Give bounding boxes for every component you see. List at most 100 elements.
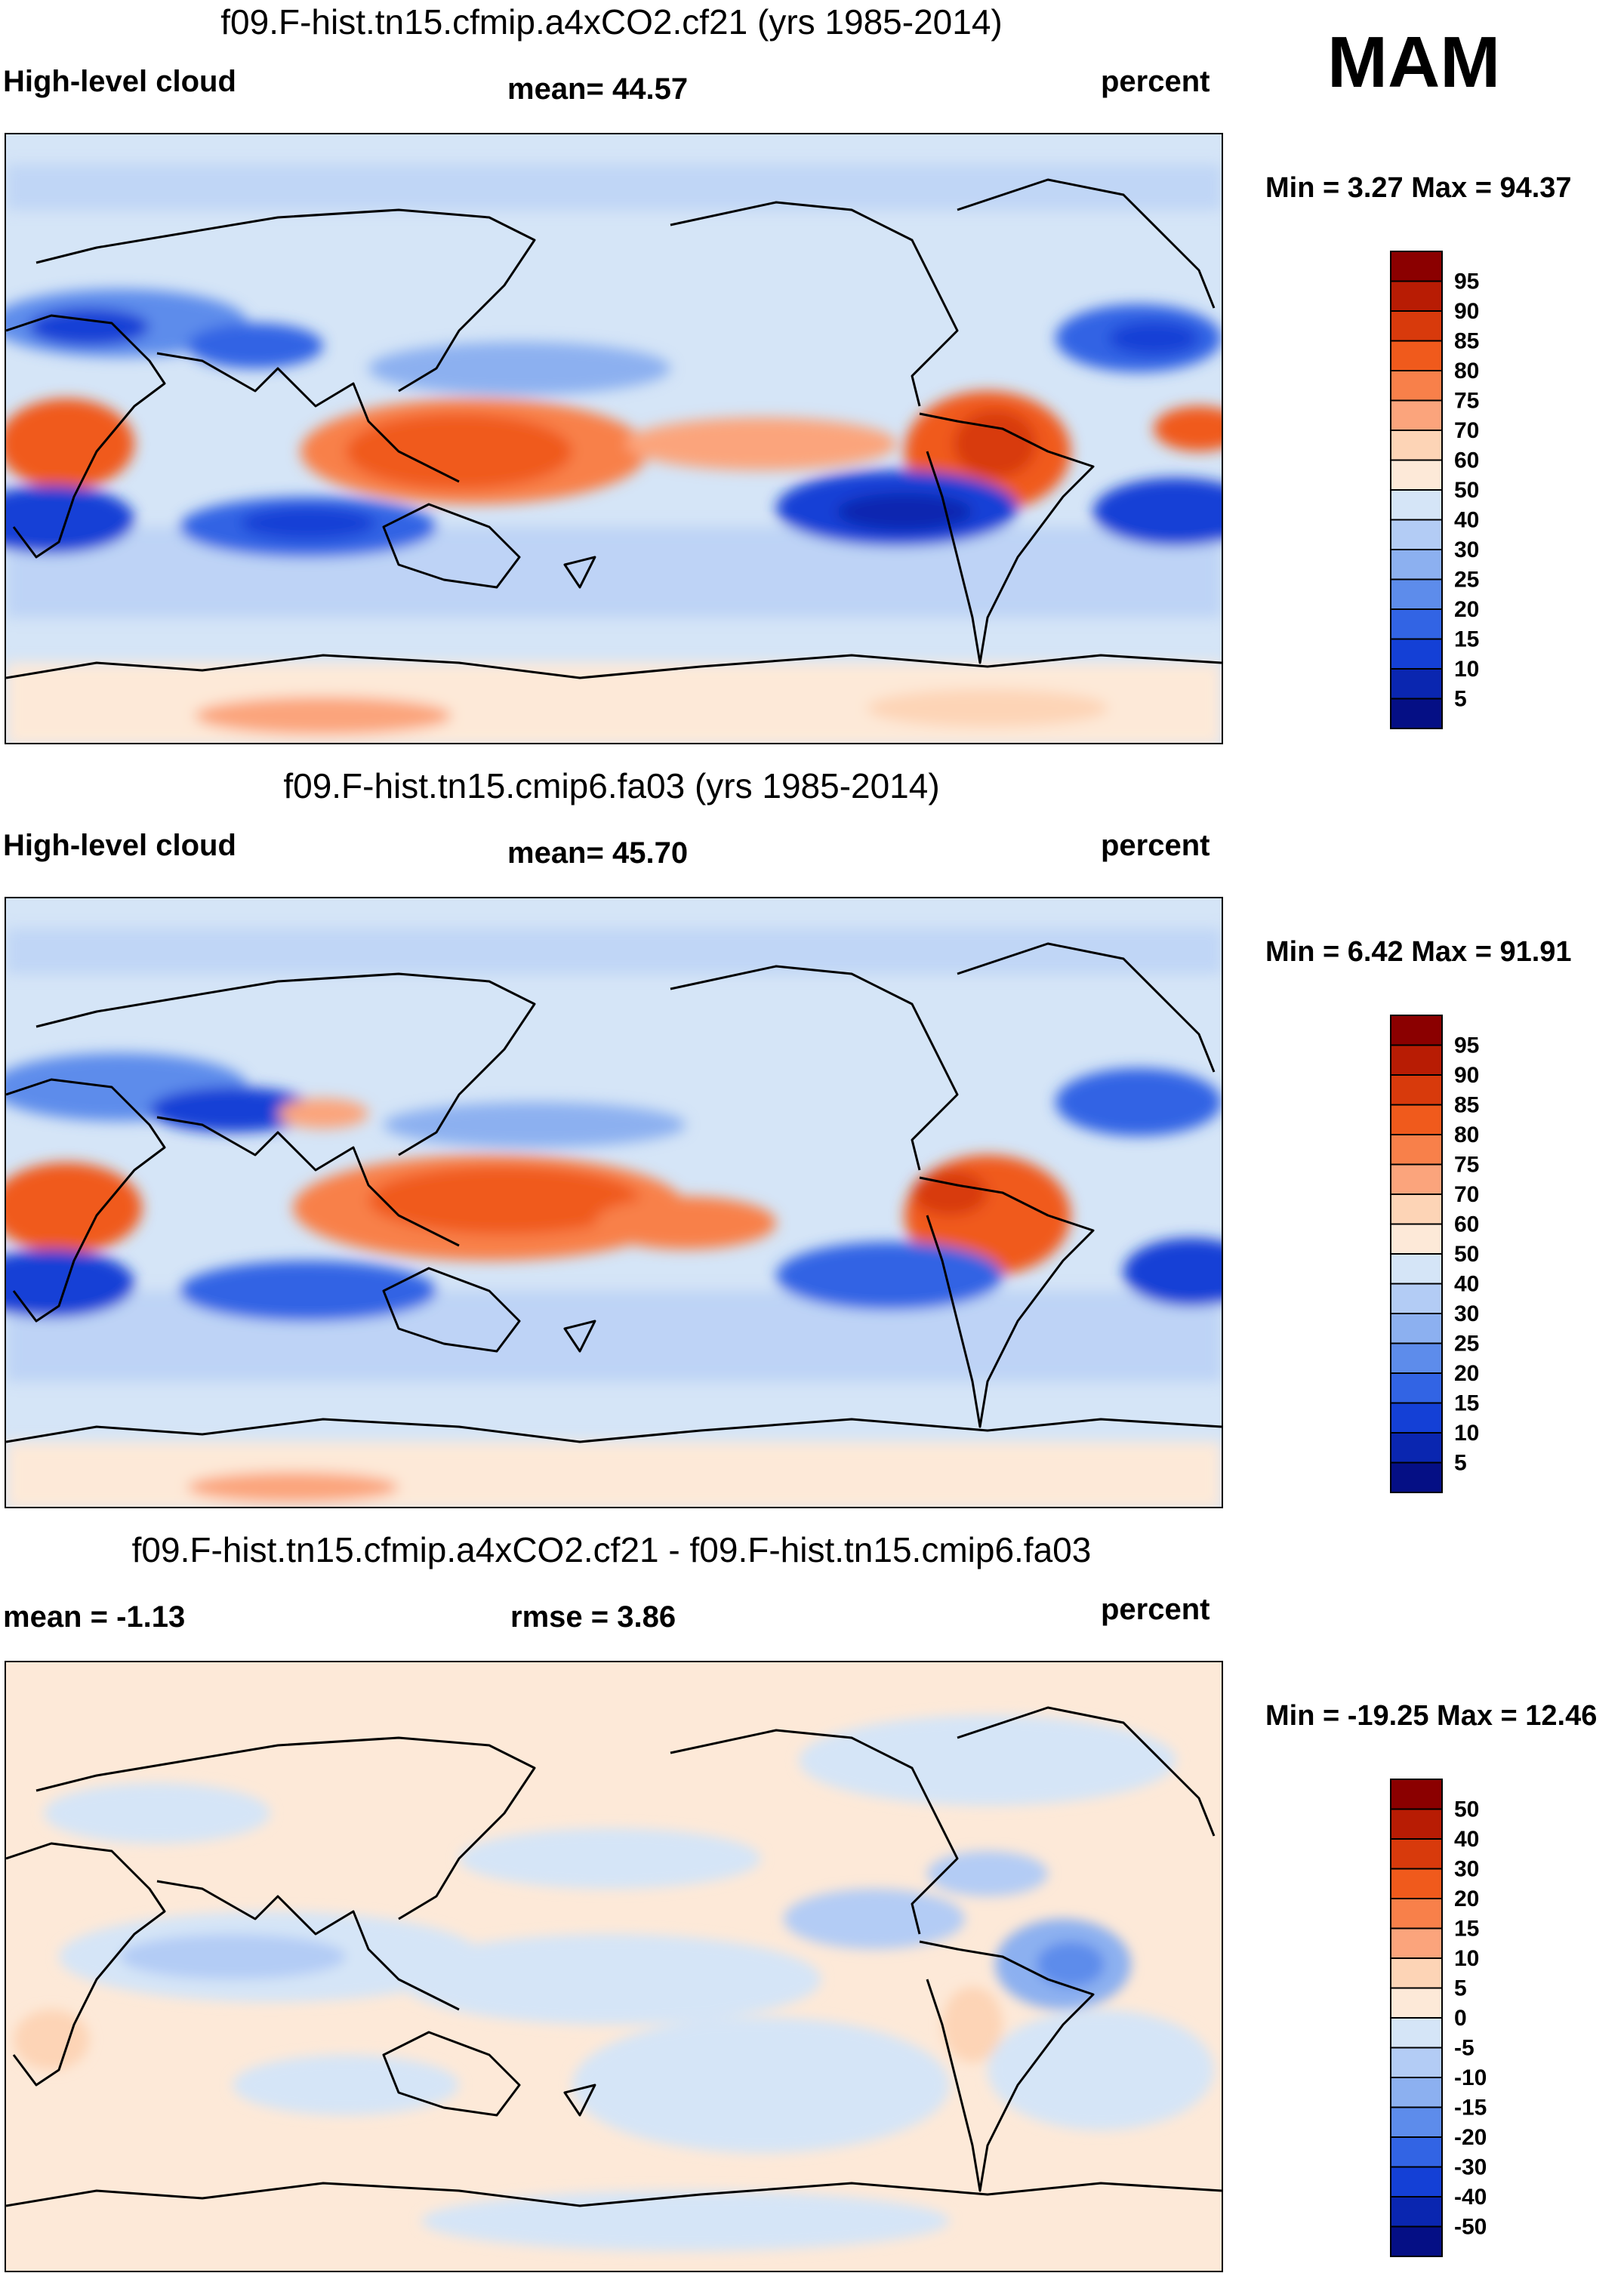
colorbar-tick-label: -10 <box>1454 2065 1487 2090</box>
colorbar-tick-label: 5 <box>1454 687 1467 712</box>
colorbar-box <box>1390 1898 1443 1930</box>
colorbar-tick-label: 10 <box>1454 1421 1479 1446</box>
colorbar-tick-label: 50 <box>1454 1242 1479 1267</box>
panel3-colorbar: 50 40 30 20 15 10 5 0 -5 -10 -15 -20 -30 -40 -50 <box>1389 1776 1525 2259</box>
colorbar-box <box>1390 1015 1443 1046</box>
colorbar-tick-label: 30 <box>1454 537 1479 562</box>
colorbar-tick-label: 50 <box>1454 1797 1479 1822</box>
colorbar-tick-label: 50 <box>1454 478 1479 503</box>
colorbar-box <box>1390 399 1443 431</box>
colorbar-box <box>1390 1313 1443 1344</box>
colorbar-box <box>1390 2017 1443 2049</box>
colorbar-tick-label: 25 <box>1454 1332 1479 1357</box>
colorbar-tick-label: 95 <box>1454 1033 1479 1058</box>
colorbar-tick-label: -20 <box>1454 2125 1487 2150</box>
colorbar-box <box>1390 2106 1443 2138</box>
colorbar-tick-label: 40 <box>1454 508 1479 533</box>
colorbar-box <box>1390 310 1443 342</box>
colorbar-box <box>1390 1432 1443 1464</box>
panel1-minmax: Min = 3.27 Max = 94.37 <box>1265 172 1572 204</box>
panel1-map <box>5 133 1223 744</box>
panel1-units-label: percent <box>1101 65 1210 98</box>
colorbar-box <box>1390 370 1443 402</box>
colorbar-box <box>1390 1987 1443 2019</box>
colorbar-box <box>1390 459 1443 491</box>
colorbar-box <box>1390 1074 1443 1106</box>
panel3-title: f09.F-hist.tn15.cfmip.a4xCO2.cf21 - f09.… <box>131 1530 1092 1569</box>
colorbar-tick-label: 60 <box>1454 1212 1479 1237</box>
colorbar-tick-label: 20 <box>1454 1886 1479 1911</box>
colorbar-tick-label: 60 <box>1454 448 1479 473</box>
panel2-colorbar: 95 90 85 80 75 70 60 50 40 30 25 20 15 10 5 <box>1389 1012 1525 1495</box>
panel3-map <box>5 1661 1223 2272</box>
colorbar-box <box>1390 549 1443 581</box>
colorbar-box <box>1390 519 1443 550</box>
colorbar-tick-label: 10 <box>1454 657 1479 682</box>
colorbar-box <box>1390 2225 1443 2257</box>
colorbar-box <box>1390 698 1443 729</box>
colorbar-tick-label: 75 <box>1454 1153 1479 1178</box>
colorbar-tick-label: 0 <box>1454 2006 1467 2031</box>
colorbar-box <box>1390 1253 1443 1285</box>
colorbar-box <box>1390 2047 1443 2078</box>
colorbar-tick-label: 85 <box>1454 329 1479 354</box>
colorbar-box <box>1390 2196 1443 2228</box>
colorbar-tick-label: 80 <box>1454 359 1479 383</box>
colorbar-tick-label: -40 <box>1454 2185 1487 2210</box>
panel1-coastlines <box>6 178 1222 679</box>
colorbar-tick-label: 75 <box>1454 389 1479 414</box>
season-label: MAM <box>1327 22 1501 103</box>
colorbar-box <box>1390 2136 1443 2168</box>
colorbar-box <box>1390 1957 1443 1989</box>
panel2-mean-label: mean= 45.70 <box>507 836 689 870</box>
colorbar-box <box>1390 668 1443 700</box>
colorbar-box <box>1390 1372 1443 1404</box>
colorbar-tick-label: -15 <box>1454 2096 1487 2121</box>
panel2-map-svg <box>6 898 1222 1507</box>
colorbar-tick-label: 80 <box>1454 1123 1479 1147</box>
colorbar-box <box>1390 1193 1443 1225</box>
colorbar-tick-label: 70 <box>1454 418 1479 443</box>
colorbar-tick-label: 90 <box>1454 299 1479 324</box>
colorbar-box <box>1390 280 1443 312</box>
colorbar-tick-label: 40 <box>1454 1272 1479 1297</box>
panel3-minmax: Min = -19.25 Max = 12.46 <box>1265 1700 1598 1732</box>
colorbar-box <box>1390 608 1443 640</box>
panel3-rmse-label: rmse = 3.86 <box>510 1600 676 1634</box>
colorbar-tick-label: 30 <box>1454 1857 1479 1882</box>
colorbar-tick-label: 30 <box>1454 1301 1479 1326</box>
colorbar-tick-label: 20 <box>1454 1361 1479 1386</box>
colorbar-tick-label: 5 <box>1454 1976 1467 2001</box>
colorbar-tick-label: 40 <box>1454 1827 1479 1852</box>
panel2-variable-label: High-level cloud <box>3 829 236 862</box>
colorbar-box <box>1390 2077 1443 2108</box>
colorbar-box <box>1390 1044 1443 1076</box>
colorbar-box <box>1390 1402 1443 1434</box>
colorbar-tick-label: 20 <box>1454 597 1479 622</box>
colorbar-box <box>1390 1868 1443 1899</box>
panel1-colorbar: 95 90 85 80 75 70 60 50 40 30 25 20 15 10 5 <box>1389 248 1525 731</box>
panel2-title: f09.F-hist.tn15.cmip6.fa03 (yrs 1985-201… <box>283 766 940 805</box>
colorbar-tick-label: 10 <box>1454 1946 1479 1971</box>
panel3-units-label: percent <box>1101 1593 1210 1626</box>
panel2-coastlines <box>6 942 1222 1443</box>
panel2-minmax: Min = 6.42 Max = 91.91 <box>1265 936 1572 968</box>
colorbar-box <box>1390 340 1443 371</box>
panel1-colorbar-svg: 95 90 85 80 75 70 60 50 40 30 25 20 15 10 5 <box>1390 251 1479 729</box>
colorbar-tick-label: 70 <box>1454 1182 1479 1207</box>
panel2-units-label: percent <box>1101 829 1210 862</box>
colorbar-tick-label: 5 <box>1454 1451 1467 1476</box>
colorbar-box <box>1390 489 1443 521</box>
colorbar-box <box>1390 1927 1443 1959</box>
panel1-variable-label: High-level cloud <box>3 65 236 98</box>
colorbar-tick-label: -5 <box>1454 2036 1475 2061</box>
panel2-map <box>5 897 1223 1508</box>
colorbar-box <box>1390 2166 1443 2198</box>
colorbar-box <box>1390 1163 1443 1195</box>
colorbar-tick-label: 85 <box>1454 1093 1479 1118</box>
colorbar-box <box>1390 1461 1443 1493</box>
colorbar-box <box>1390 1104 1443 1135</box>
colorbar-box <box>1390 1283 1443 1314</box>
panel3-mean-label: mean = -1.13 <box>3 1600 186 1634</box>
